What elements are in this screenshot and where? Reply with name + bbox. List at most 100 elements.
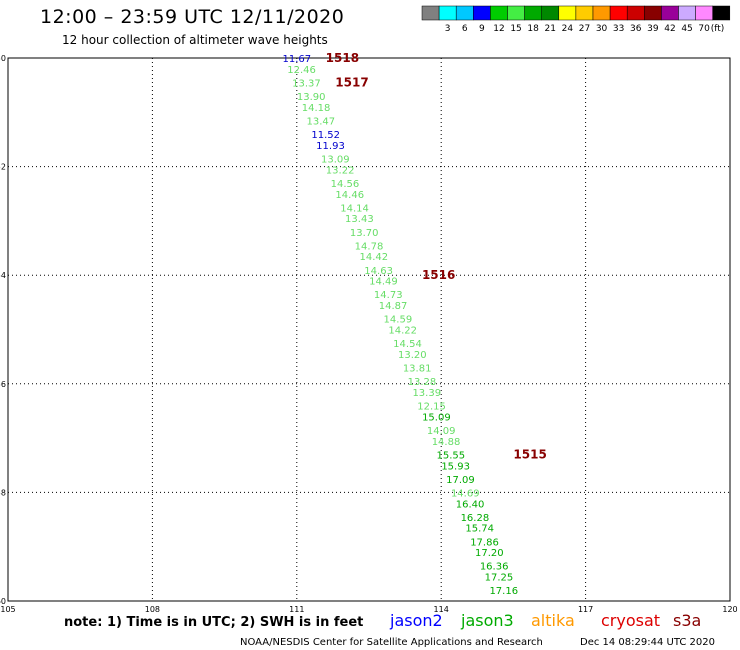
legend-swatch [575, 5, 594, 21]
swh-value-label: 11.52 [311, 130, 340, 141]
satellite-legend: jason2 jason3 altika cryosat s3a [389, 611, 701, 630]
swh-value-label: 13.39 [412, 388, 441, 399]
footer-timestamp: Dec 14 08:29:44 UTC 2020 [580, 637, 715, 648]
legend-label: 18 [527, 24, 539, 34]
swh-value-label: 14.63 [364, 266, 393, 277]
legend-swatch [661, 5, 679, 21]
footer: note: 1) Time is in UTC; 2) SWH is in fe… [64, 611, 715, 648]
legend-label: 30 [596, 24, 608, 34]
swh-value-label: 15.74 [465, 524, 494, 535]
swh-value-label: 16.40 [456, 499, 485, 510]
swh-value-label: 13.20 [398, 350, 427, 361]
swh-value-label: 16.36 [480, 562, 509, 573]
legend-swatch [473, 5, 491, 21]
swh-value-label: 14.46 [335, 190, 364, 201]
swh-value-label: 14.49 [369, 277, 398, 288]
legend-swatch [524, 5, 542, 21]
swh-value-label: 15.09 [422, 412, 451, 423]
swh-value-label: 17.25 [485, 573, 514, 584]
swh-value-label: 13.22 [326, 165, 355, 176]
swh-value-label: 14.59 [384, 315, 413, 326]
swh-value-label: 13.81 [403, 364, 432, 375]
time-labels: 1518 1517 1516 1515 [326, 51, 547, 461]
legend-label: 36 [630, 24, 642, 34]
footer-credit: NOAA/NESDIS Center for Satellite Applica… [240, 637, 543, 648]
y-tick-label: -52 [0, 163, 6, 172]
x-tick-label: 105 [0, 605, 15, 614]
legend-label: 15 [510, 24, 521, 34]
legend-label: 6 [462, 24, 468, 34]
satellite-name: altika [531, 611, 575, 630]
y-tick-label: -56 [0, 380, 6, 389]
swh-value-label: 14.69 [451, 488, 480, 499]
legend-label: 70 [698, 24, 710, 34]
chart-title: 12:00 – 23:59 UTC 12/11/2020 [40, 6, 345, 28]
y-tick-label: -58 [0, 488, 6, 497]
legend-swatch [507, 5, 525, 21]
legend-label: 24 [562, 24, 574, 34]
time-label: 1516 [422, 268, 455, 282]
x-tick-label: 111 [289, 605, 304, 614]
legend-label: 42 [664, 24, 675, 34]
legend-swatch [455, 5, 474, 21]
legend-label: 12 [493, 24, 504, 34]
legend-label: 39 [647, 24, 659, 34]
legend-swatch [541, 5, 560, 21]
legend-label: 3 [445, 24, 451, 34]
legend-swatch [421, 5, 440, 21]
swh-value-label: 14.78 [355, 241, 384, 252]
legend-label: 33 [613, 24, 624, 34]
swh-value-label: 14.42 [359, 252, 388, 263]
x-tick-label: 117 [578, 605, 593, 614]
swh-value-label: 13.37 [292, 78, 321, 89]
grid-lines [8, 58, 730, 601]
legend-swatch [712, 5, 731, 21]
swh-value-label: 14.56 [331, 179, 360, 190]
x-tick-label: 120 [722, 605, 737, 614]
swh-value-label: 13.09 [321, 154, 350, 165]
x-tick-label: 108 [145, 605, 160, 614]
swh-value-label: 14.18 [302, 103, 331, 114]
swh-value-label: 17.09 [446, 475, 475, 486]
swh-value-label: 17.20 [475, 548, 504, 559]
satellite-name: cryosat [601, 611, 660, 630]
legend-swatch [558, 5, 577, 21]
legend-swatch [609, 5, 628, 21]
legend-swatch [490, 5, 508, 21]
y-tick-label: -60 [0, 597, 6, 606]
legend-swatch [438, 5, 457, 21]
legend-label: 27 [579, 24, 590, 34]
swh-value-label: 12.15 [417, 402, 446, 413]
legend-swatch [644, 5, 662, 21]
swh-value-label: 11.93 [316, 141, 345, 152]
swh-value-label: 17.86 [470, 537, 499, 548]
satellite-name: s3a [673, 611, 701, 630]
swh-value-label: 15.93 [441, 461, 470, 472]
swh-value-label: 13.70 [350, 228, 379, 239]
swh-value-label: 14.14 [340, 203, 369, 214]
legend-swatch [592, 5, 611, 21]
legend-swatch [678, 5, 696, 21]
y-tick-label: -50 [0, 54, 6, 63]
legend-label: 45 [681, 24, 692, 34]
legend-label: 9 [479, 24, 485, 34]
swh-value-label: 14.54 [393, 339, 422, 350]
chart-subtitle: 12 hour collection of altimeter wave hei… [62, 33, 328, 47]
swh-value-label: 13.90 [297, 92, 326, 103]
legend-label: 21 [545, 24, 556, 34]
time-label: 1517 [335, 75, 368, 89]
swh-value-label: 11.67 [282, 54, 311, 65]
swh-value-label: 15.55 [437, 450, 466, 461]
swh-value-label: 13.47 [307, 116, 336, 127]
x-tick-labels: 105 108 111 114 117 120 [0, 605, 737, 614]
x-tick-label: 114 [434, 605, 449, 614]
swh-value-label: 13.28 [408, 377, 437, 388]
swh-value-label: 14.73 [374, 290, 403, 301]
swh-value-label: 14.88 [432, 437, 461, 448]
swh-value-label: 14.09 [427, 426, 456, 437]
swh-value-label: 17.16 [489, 586, 518, 597]
plot-frame [7, 57, 731, 602]
y-tick-labels: -50 -52 -54 -56 -58 -60 [0, 54, 6, 606]
legend-unit: (ft) [711, 24, 725, 34]
